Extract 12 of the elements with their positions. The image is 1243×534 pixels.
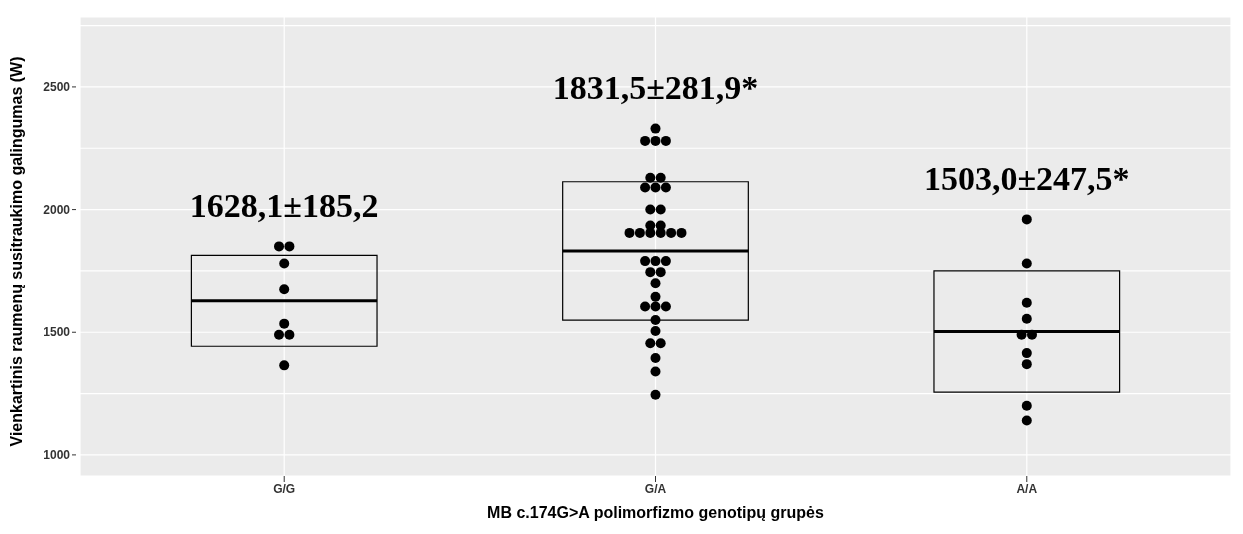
y-axis-title: Vienkartinis raumenų susitraukimo galingumas (W) bbox=[7, 56, 25, 447]
x-tick-label: G/G bbox=[273, 481, 296, 496]
x-tick-label: G/A bbox=[644, 481, 667, 496]
x-axis-title: MB c.174G>A polimorfizmo genotipų grupės bbox=[487, 504, 824, 521]
annotation: 1831,5±281,9* bbox=[552, 69, 759, 107]
annotation: 1628,1±185,2 bbox=[189, 187, 379, 225]
y-tick-label: 1500 bbox=[43, 325, 71, 340]
y-tick-label: 1000 bbox=[43, 447, 71, 462]
annotation: 1503,0±247,5* bbox=[923, 160, 1130, 198]
x-tick-label: A/A bbox=[1016, 481, 1038, 496]
y-tick-label: 2000 bbox=[43, 202, 71, 217]
y-tick-label: 2500 bbox=[43, 79, 71, 94]
